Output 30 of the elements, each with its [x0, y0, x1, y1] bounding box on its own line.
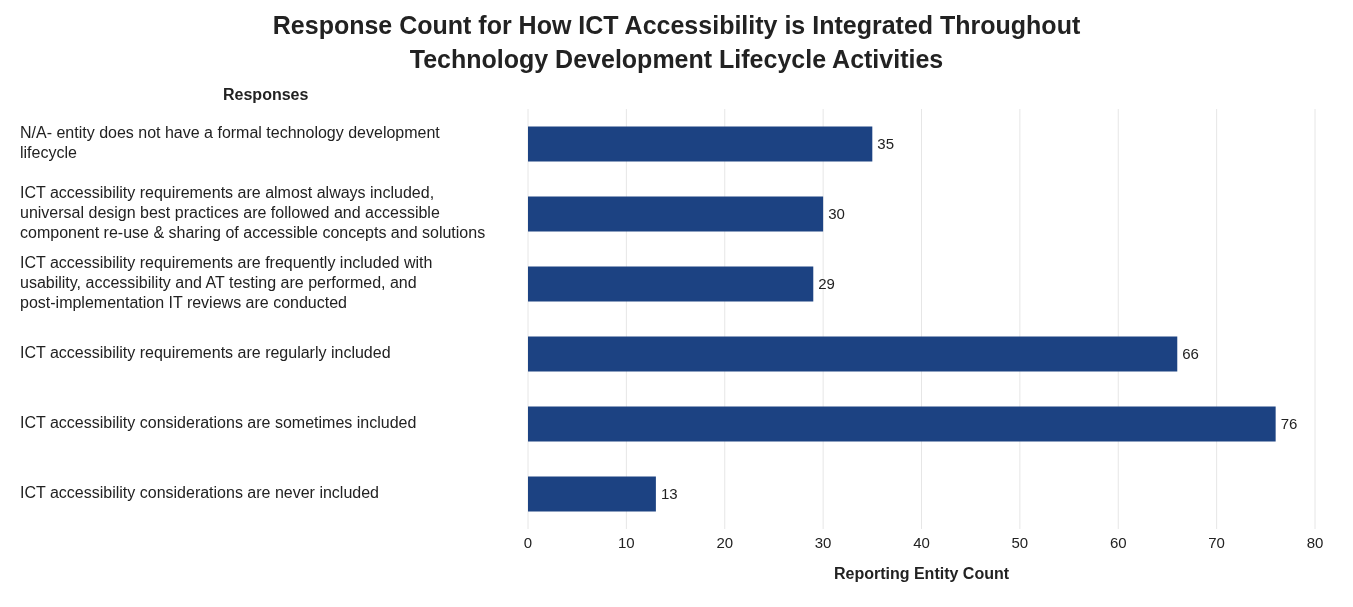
data-label: 66: [1182, 345, 1199, 363]
y-tick-label: ICT accessibility considerations are sometimes included: [20, 414, 417, 432]
y-tick-label: ICT accessibility requirements are frequently included with usability, accessibility and AT testing are performed, and post-implementation IT reviews are conducted: [20, 254, 433, 312]
bar: [528, 406, 1276, 442]
y-axis-title: Responses: [223, 86, 310, 104]
data-label: 13: [660, 485, 678, 503]
bar: [528, 126, 873, 162]
y-tick-label: ICT accessibility requirements are almost always included, universal design best practices are followed and accessible component re-use & sharing of accessible concepts and solutions: [20, 184, 486, 242]
x-tick-label: 20: [716, 533, 734, 551]
x-tick-label: 80: [1306, 533, 1324, 551]
bar: [528, 196, 824, 232]
x-axis-title: Reporting Entity Count: [833, 565, 1010, 582]
bar: [528, 336, 1178, 372]
x-tick-label: 10: [618, 533, 635, 551]
data-label: 76: [1280, 415, 1298, 433]
data-label: 29: [818, 275, 835, 293]
x-tick-label: 30: [814, 533, 832, 551]
x-tick-label: 70: [1208, 533, 1225, 551]
x-tick-label: 50: [1011, 533, 1029, 551]
y-tick-label: N/A- entity does not have a formal technology development lifecycle: [20, 124, 441, 162]
data-label: 30: [828, 205, 845, 223]
x-tick-label: 0: [523, 533, 533, 551]
x-tick-label: 60: [1109, 533, 1127, 551]
bar: [528, 266, 814, 302]
y-tick-label: ICT accessibility considerations are never included: [20, 484, 379, 502]
chart-title: Response Count for How ICT Accessibility is Integrated Throughout Technology Development Lifecycle Activities: [271, 10, 1082, 75]
x-tick-label: 40: [913, 533, 930, 551]
bar: [528, 476, 656, 512]
y-tick-label: ICT accessibility requirements are regularly included: [20, 344, 391, 362]
data-label: 35: [877, 135, 894, 153]
